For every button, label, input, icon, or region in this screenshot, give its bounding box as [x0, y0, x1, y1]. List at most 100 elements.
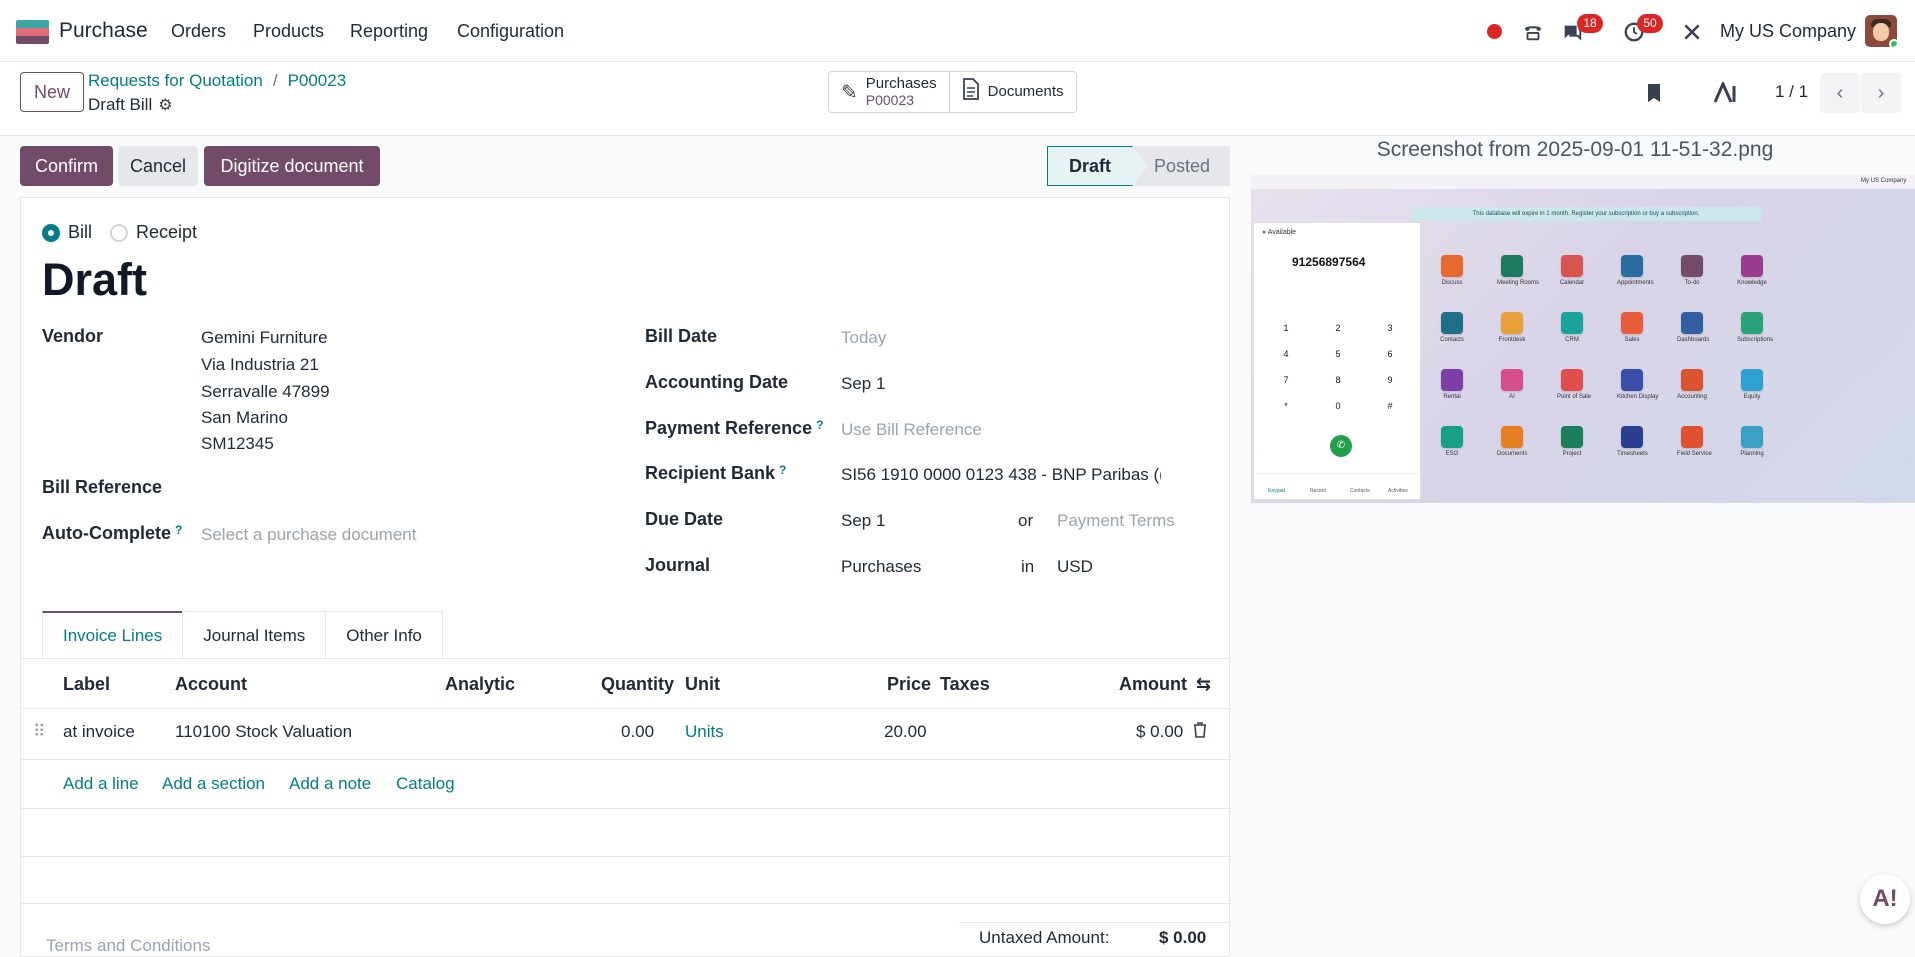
stage-posted[interactable]: Posted	[1134, 146, 1230, 186]
bill-radio[interactable]	[42, 223, 60, 242]
col-price[interactable]: Price	[887, 674, 932, 694]
menu-configuration[interactable]: Configuration	[457, 21, 565, 41]
bill-reference-label: Bill Reference	[42, 477, 163, 497]
trash-icon[interactable]	[1193, 722, 1207, 743]
pager-next-button[interactable]: ›	[1861, 73, 1901, 113]
purchases-sub: P00023	[865, 92, 915, 108]
preview-app-name: Appointments	[1617, 280, 1654, 286]
menu-orders[interactable]: Orders	[171, 21, 227, 41]
payment-reference-input[interactable]: Use Bill Reference	[841, 420, 982, 439]
journal-input[interactable]: Purchases	[841, 557, 922, 576]
line-account[interactable]: 110100 Stock Valuation	[175, 722, 353, 741]
documents-smart-button[interactable]: Documents	[950, 72, 1076, 112]
breadcrumb-rfq[interactable]: Requests for Quotation	[88, 71, 263, 90]
preview-key: #	[1387, 401, 1393, 411]
help-icon[interactable]: ?	[779, 463, 787, 477]
phone-icon[interactable]	[1520, 19, 1546, 45]
line-unit[interactable]: Units	[685, 722, 724, 741]
app-menu-icon[interactable]	[16, 20, 49, 44]
preview-app-name: CRM	[1565, 337, 1579, 343]
preview-app-name: Planning	[1740, 451, 1764, 457]
preview-status: ● Available	[1262, 229, 1296, 236]
optional-columns-icon[interactable]: ⇆	[1196, 674, 1212, 694]
catalog-link[interactable]: Catalog	[396, 774, 455, 793]
auto-complete-input[interactable]: Select a purchase document	[201, 525, 417, 544]
preview-app-tile: Sales	[1617, 312, 1647, 343]
record-dot-icon[interactable]	[1487, 24, 1502, 39]
accounting-date-input[interactable]: Sep 1	[841, 374, 886, 393]
menu-products[interactable]: Products	[253, 21, 325, 41]
app-icon	[1741, 255, 1763, 277]
cancel-button[interactable]: Cancel	[118, 146, 198, 186]
line-price[interactable]: 20.00	[884, 722, 927, 741]
gear-icon[interactable]: ⚙	[158, 97, 173, 114]
bill-date-input[interactable]: Today	[841, 328, 887, 347]
add-note-link[interactable]: Add a note	[289, 774, 372, 793]
payment-terms-input[interactable]: Payment Terms	[1057, 511, 1175, 530]
col-amount[interactable]: Amount	[1119, 674, 1187, 694]
preview-app-name: Knowledge	[1737, 280, 1767, 286]
receipt-radio[interactable]	[110, 223, 129, 242]
new-button[interactable]: New	[20, 72, 84, 112]
tab-journal-items[interactable]: Journal Items	[182, 611, 327, 659]
pager-value[interactable]: 1 / 1	[1775, 82, 1809, 101]
preview-app-name: Documents	[1497, 451, 1528, 457]
ai-assistant-button[interactable]: A!	[1860, 874, 1910, 924]
preview-app-tile: Field Service	[1677, 426, 1712, 457]
preview-app-name: Rental	[1443, 394, 1461, 400]
col-taxes[interactable]: Taxes	[940, 674, 990, 694]
line-amount: $ 0.00	[1136, 722, 1184, 741]
company-switcher[interactable]: My US Company	[1720, 21, 1857, 41]
help-icon[interactable]: ?	[816, 418, 824, 432]
tab-other-info[interactable]: Other Info	[325, 611, 443, 659]
preview-app-tile: Knowledge	[1737, 255, 1767, 286]
line-quantity[interactable]: 0.00	[621, 722, 655, 741]
preview-key: 5	[1335, 349, 1341, 359]
add-section-link[interactable]: Add a section	[162, 774, 266, 793]
preview-app-name: Project	[1562, 451, 1582, 457]
bill-radio-label[interactable]: Bill	[68, 222, 93, 242]
currency-input[interactable]: USD	[1057, 557, 1093, 576]
col-analytic[interactable]: Analytic	[445, 674, 516, 694]
vendor-name[interactable]: Gemini Furniture	[201, 328, 328, 347]
preview-app-name: Meeting Rooms	[1497, 280, 1540, 286]
menu-reporting[interactable]: Reporting	[350, 21, 429, 41]
journal-in: in	[1021, 557, 1035, 576]
preview-app-tile: Kitchen Display	[1617, 369, 1658, 400]
col-label[interactable]: Label	[63, 674, 111, 694]
col-unit[interactable]: Unit	[685, 674, 720, 694]
pager-previous-button[interactable]: ‹	[1820, 73, 1860, 113]
drag-handle-icon[interactable]: ⠿	[33, 722, 46, 741]
tab-invoice-lines[interactable]: Invoice Lines	[42, 611, 184, 659]
app-name[interactable]: Purchase	[59, 19, 148, 42]
recipient-bank-input[interactable]: SI56 1910 0000 0123 438 - BNP Paribas ((	[841, 465, 1161, 484]
attachment-preview[interactable]: My US Company This database will expire …	[1251, 175, 1915, 503]
app-icon	[1681, 255, 1703, 277]
add-line-link[interactable]: Add a line	[63, 774, 139, 793]
due-date-input[interactable]: Sep 1	[841, 511, 886, 530]
col-account[interactable]: Account	[175, 674, 247, 694]
app-icon	[1621, 255, 1643, 277]
col-quantity[interactable]: Quantity	[601, 674, 675, 694]
preview-app-tile: To-do	[1677, 255, 1707, 286]
receipt-radio-label[interactable]: Receipt	[136, 222, 198, 242]
preview-app-name: Dashboards	[1677, 337, 1710, 343]
confirm-button[interactable]: Confirm	[20, 146, 113, 186]
preview-key: 1	[1283, 323, 1289, 333]
tools-icon[interactable]	[1679, 19, 1705, 45]
ai-icon[interactable]	[1713, 80, 1739, 110]
breadcrumb-record[interactable]: P00023	[287, 71, 347, 90]
line-label[interactable]: at invoice	[63, 722, 135, 741]
stage-draft[interactable]: Draft	[1047, 146, 1133, 186]
control-panel: New Requests for Quotation / P00023 Draft …	[0, 62, 1915, 136]
purchases-smart-button[interactable]: ✎ Purchases P00023	[829, 72, 950, 112]
bookmark-icon[interactable]	[1644, 82, 1664, 110]
terms-input[interactable]: Terms and Conditions	[46, 936, 211, 955]
preview-app-name: ESG	[1445, 451, 1459, 457]
user-avatar[interactable]	[1865, 15, 1897, 47]
vendor-city: Serravalle 47899	[201, 382, 330, 401]
help-icon[interactable]: ?	[175, 523, 183, 537]
journal-label: Journal	[645, 555, 711, 575]
top-navbar: Purchase Orders Products Reporting Confi…	[0, 0, 1915, 62]
digitize-button[interactable]: Digitize document	[204, 146, 380, 186]
